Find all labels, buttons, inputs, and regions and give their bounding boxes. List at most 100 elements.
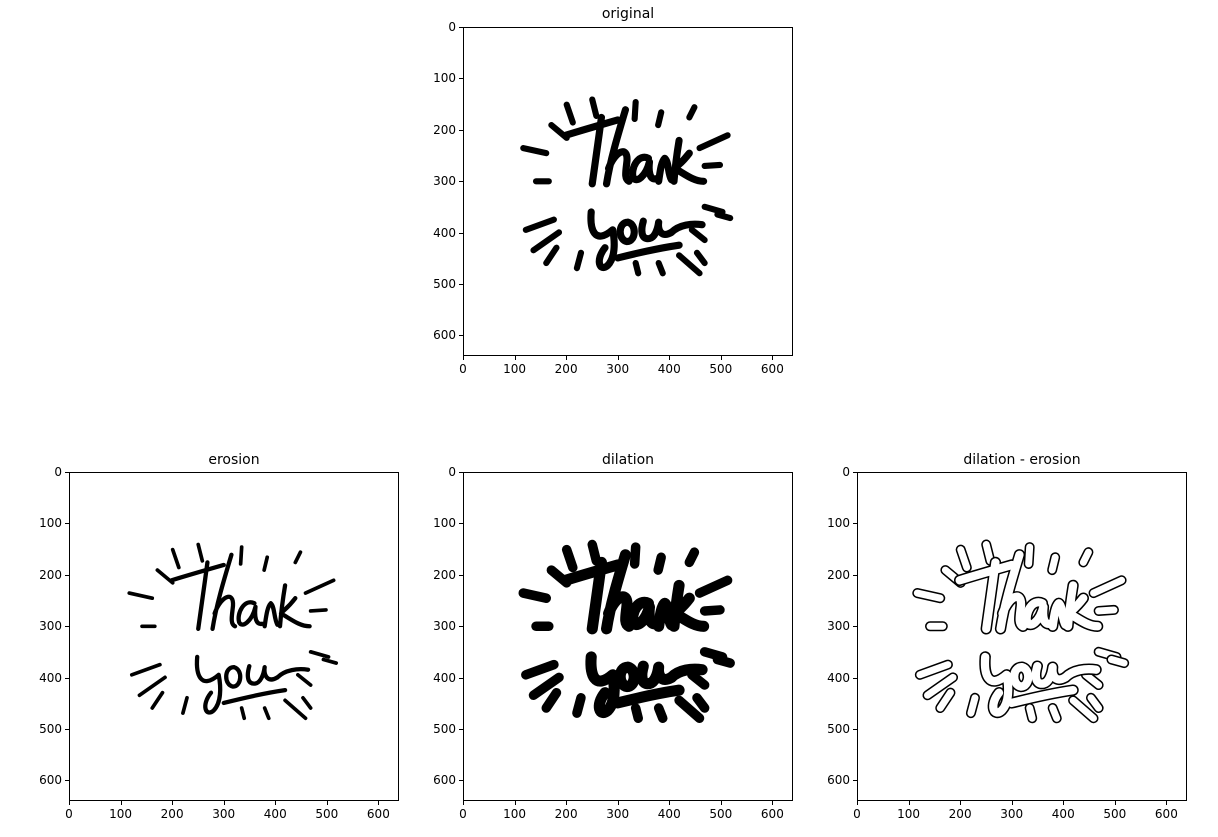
x-tick-mark (772, 356, 774, 360)
ray-stroke (129, 662, 162, 677)
y-tick-mark (65, 677, 69, 679)
ray-stroke-inner (1095, 606, 1118, 615)
x-tick-label: 100 (503, 362, 527, 376)
ray-stroke (684, 547, 700, 568)
x-tick-mark (857, 801, 858, 805)
ray-stroke (589, 96, 600, 119)
ray-stroke (699, 605, 725, 616)
x-tick-label: 300 (212, 807, 236, 821)
x-tick-label: 500 (709, 362, 733, 376)
x-tick-mark (463, 356, 464, 360)
x-tick-mark (720, 356, 722, 360)
letter-stroke-inner (1007, 686, 1078, 708)
x-tick-mark (720, 801, 722, 805)
panel-title: original (601, 6, 655, 22)
x-tick-mark (223, 801, 225, 805)
x-tick-label: 100 (109, 807, 133, 821)
image-frame (857, 472, 1187, 801)
x-tick-label: 600 (1154, 807, 1178, 821)
panel-title: dilation (601, 452, 655, 468)
ray-stroke-inner (957, 546, 971, 571)
ray-stroke (653, 703, 668, 724)
ray-stroke (528, 672, 564, 701)
ray-stroke (170, 547, 181, 570)
letter-stroke (667, 220, 706, 236)
y-tick-mark (853, 780, 857, 782)
ray-stroke (630, 703, 643, 724)
ray-stroke-inner (916, 661, 952, 679)
letter-stroke (600, 549, 635, 635)
letter-stroke (655, 154, 676, 185)
letter-stroke (638, 217, 676, 243)
x-tick-mark (772, 801, 774, 805)
y-tick-mark (459, 574, 463, 576)
ray-stroke-inner (1107, 656, 1128, 667)
y-tick-mark (853, 729, 857, 731)
letter-stroke (277, 583, 312, 629)
letter-stroke (612, 684, 685, 709)
ray-stroke-inner (1090, 576, 1126, 597)
ray-stroke-inner (913, 589, 944, 602)
ray-stroke (239, 706, 247, 721)
x-tick-mark (669, 801, 671, 805)
x-tick-label: 300 (606, 362, 630, 376)
y-tick-label: 200 (433, 567, 456, 582)
y-tick-label: 0 (448, 20, 456, 34)
ray-stroke (693, 249, 708, 267)
ray-stroke (694, 575, 733, 598)
ray-stroke (296, 672, 313, 687)
ray-stroke (587, 539, 602, 566)
ray-stroke (686, 104, 698, 121)
ray-stroke-inner (936, 689, 954, 712)
x-tick-label: 400 (1051, 807, 1075, 821)
letter-stroke (560, 559, 624, 586)
ray-stroke (308, 608, 328, 613)
x-tick-label: 400 (263, 807, 287, 821)
ray-stroke-inner (1049, 704, 1061, 722)
letter-stroke (587, 208, 618, 271)
ray-stroke (687, 670, 710, 690)
ray-stroke (692, 693, 710, 713)
y-tick-mark (853, 472, 857, 473)
x-tick-mark (960, 801, 962, 805)
y-tick-mark (459, 523, 463, 525)
ray-stroke-inner (982, 541, 994, 565)
y-tick-mark (65, 780, 69, 782)
ray-stroke (674, 695, 705, 724)
ray-stroke (629, 542, 641, 569)
x-tick-mark (69, 801, 70, 805)
letter-stroke-inner (955, 560, 1016, 585)
x-tick-mark (326, 801, 328, 805)
ray-stroke (714, 211, 734, 222)
y-tick-mark (65, 472, 69, 473)
y-tick-mark (459, 284, 463, 286)
thank-you-image (912, 539, 1130, 724)
ray-stroke-inner (924, 673, 957, 699)
letter-stroke (562, 116, 622, 139)
y-tick-mark (65, 523, 69, 525)
x-tick-mark (566, 356, 568, 360)
x-tick-label: 500 (1103, 807, 1127, 821)
ray-stroke-inner (1079, 548, 1092, 566)
letter-stroke (665, 663, 708, 683)
y-tick-mark (459, 729, 463, 731)
ray-stroke (127, 591, 155, 601)
ray-stroke-inner (1069, 696, 1098, 722)
ray-stroke (308, 649, 331, 659)
y-tick-label: 300 (39, 619, 62, 634)
y-tick-mark (459, 626, 463, 628)
ray-stroke (561, 544, 578, 573)
letter-stroke-inner (980, 652, 1013, 717)
ray-stroke (701, 203, 726, 216)
x-tick-label: 0 (853, 807, 861, 821)
y-tick-mark (853, 626, 857, 628)
ray-stroke (701, 161, 724, 170)
x-tick-mark (120, 801, 122, 805)
y-tick-label: 0 (842, 465, 850, 479)
x-tick-mark (1063, 801, 1065, 805)
x-tick-mark (514, 356, 516, 360)
ray-stroke (293, 550, 303, 565)
ray-stroke (521, 659, 559, 680)
